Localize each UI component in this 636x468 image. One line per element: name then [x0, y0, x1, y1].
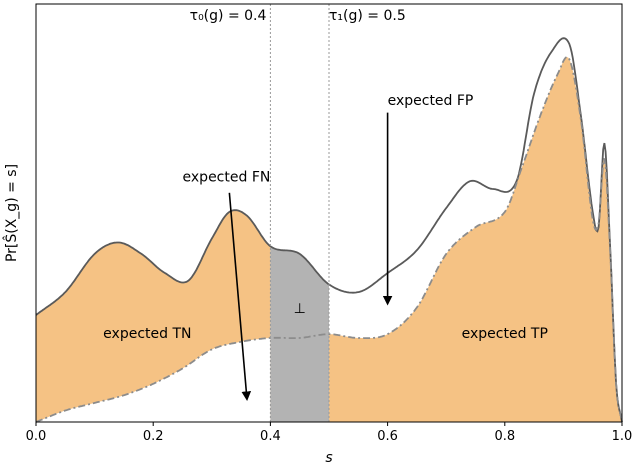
threshold-label-0: τ₀(g) = 0.4 — [190, 8, 267, 24]
x-tick-label-0: 0.0 — [26, 429, 47, 444]
region-label-2: ⊥ — [294, 301, 306, 317]
x-axis-label: s — [325, 450, 332, 466]
region-label-3: expected FP — [388, 93, 474, 109]
reject-region-fill — [270, 246, 329, 422]
fn-arrow — [228, 192, 252, 401]
region-label-4: expected TP — [462, 326, 548, 342]
x-tick-label-4: 0.8 — [494, 429, 515, 444]
x-tick-label-1: 0.2 — [143, 429, 164, 444]
positive-density-curve — [35, 56, 623, 423]
threshold-label-1: τ₁(g) = 0.5 — [329, 8, 406, 24]
fill-layer — [36, 57, 622, 422]
threshold-layer: τ₀(g) = 0.4 τ₁(g) = 0.5 — [190, 4, 406, 422]
annotation-layer: expected TN expected FN ⊥ expected FP expect… — [103, 93, 548, 401]
tp-region-fill — [329, 57, 622, 422]
region-label-1: expected FN — [183, 169, 271, 185]
fn-region-fill — [36, 338, 271, 422]
region-label-0: expected TN — [103, 326, 191, 342]
x-tick-label-5: 1.0 — [612, 429, 633, 444]
plot-frame — [35, 3, 623, 423]
x-tick-label-3: 0.6 — [377, 429, 398, 444]
x-tick-label-2: 0.4 — [260, 429, 281, 444]
axes-layer: 0.0 0.2 0.4 0.6 0.8 1.0 s Pr[Ŝ(X_g) = s] — [2, 3, 633, 466]
y-axis-label: Pr[Ŝ(X_g) = s] — [2, 164, 20, 262]
